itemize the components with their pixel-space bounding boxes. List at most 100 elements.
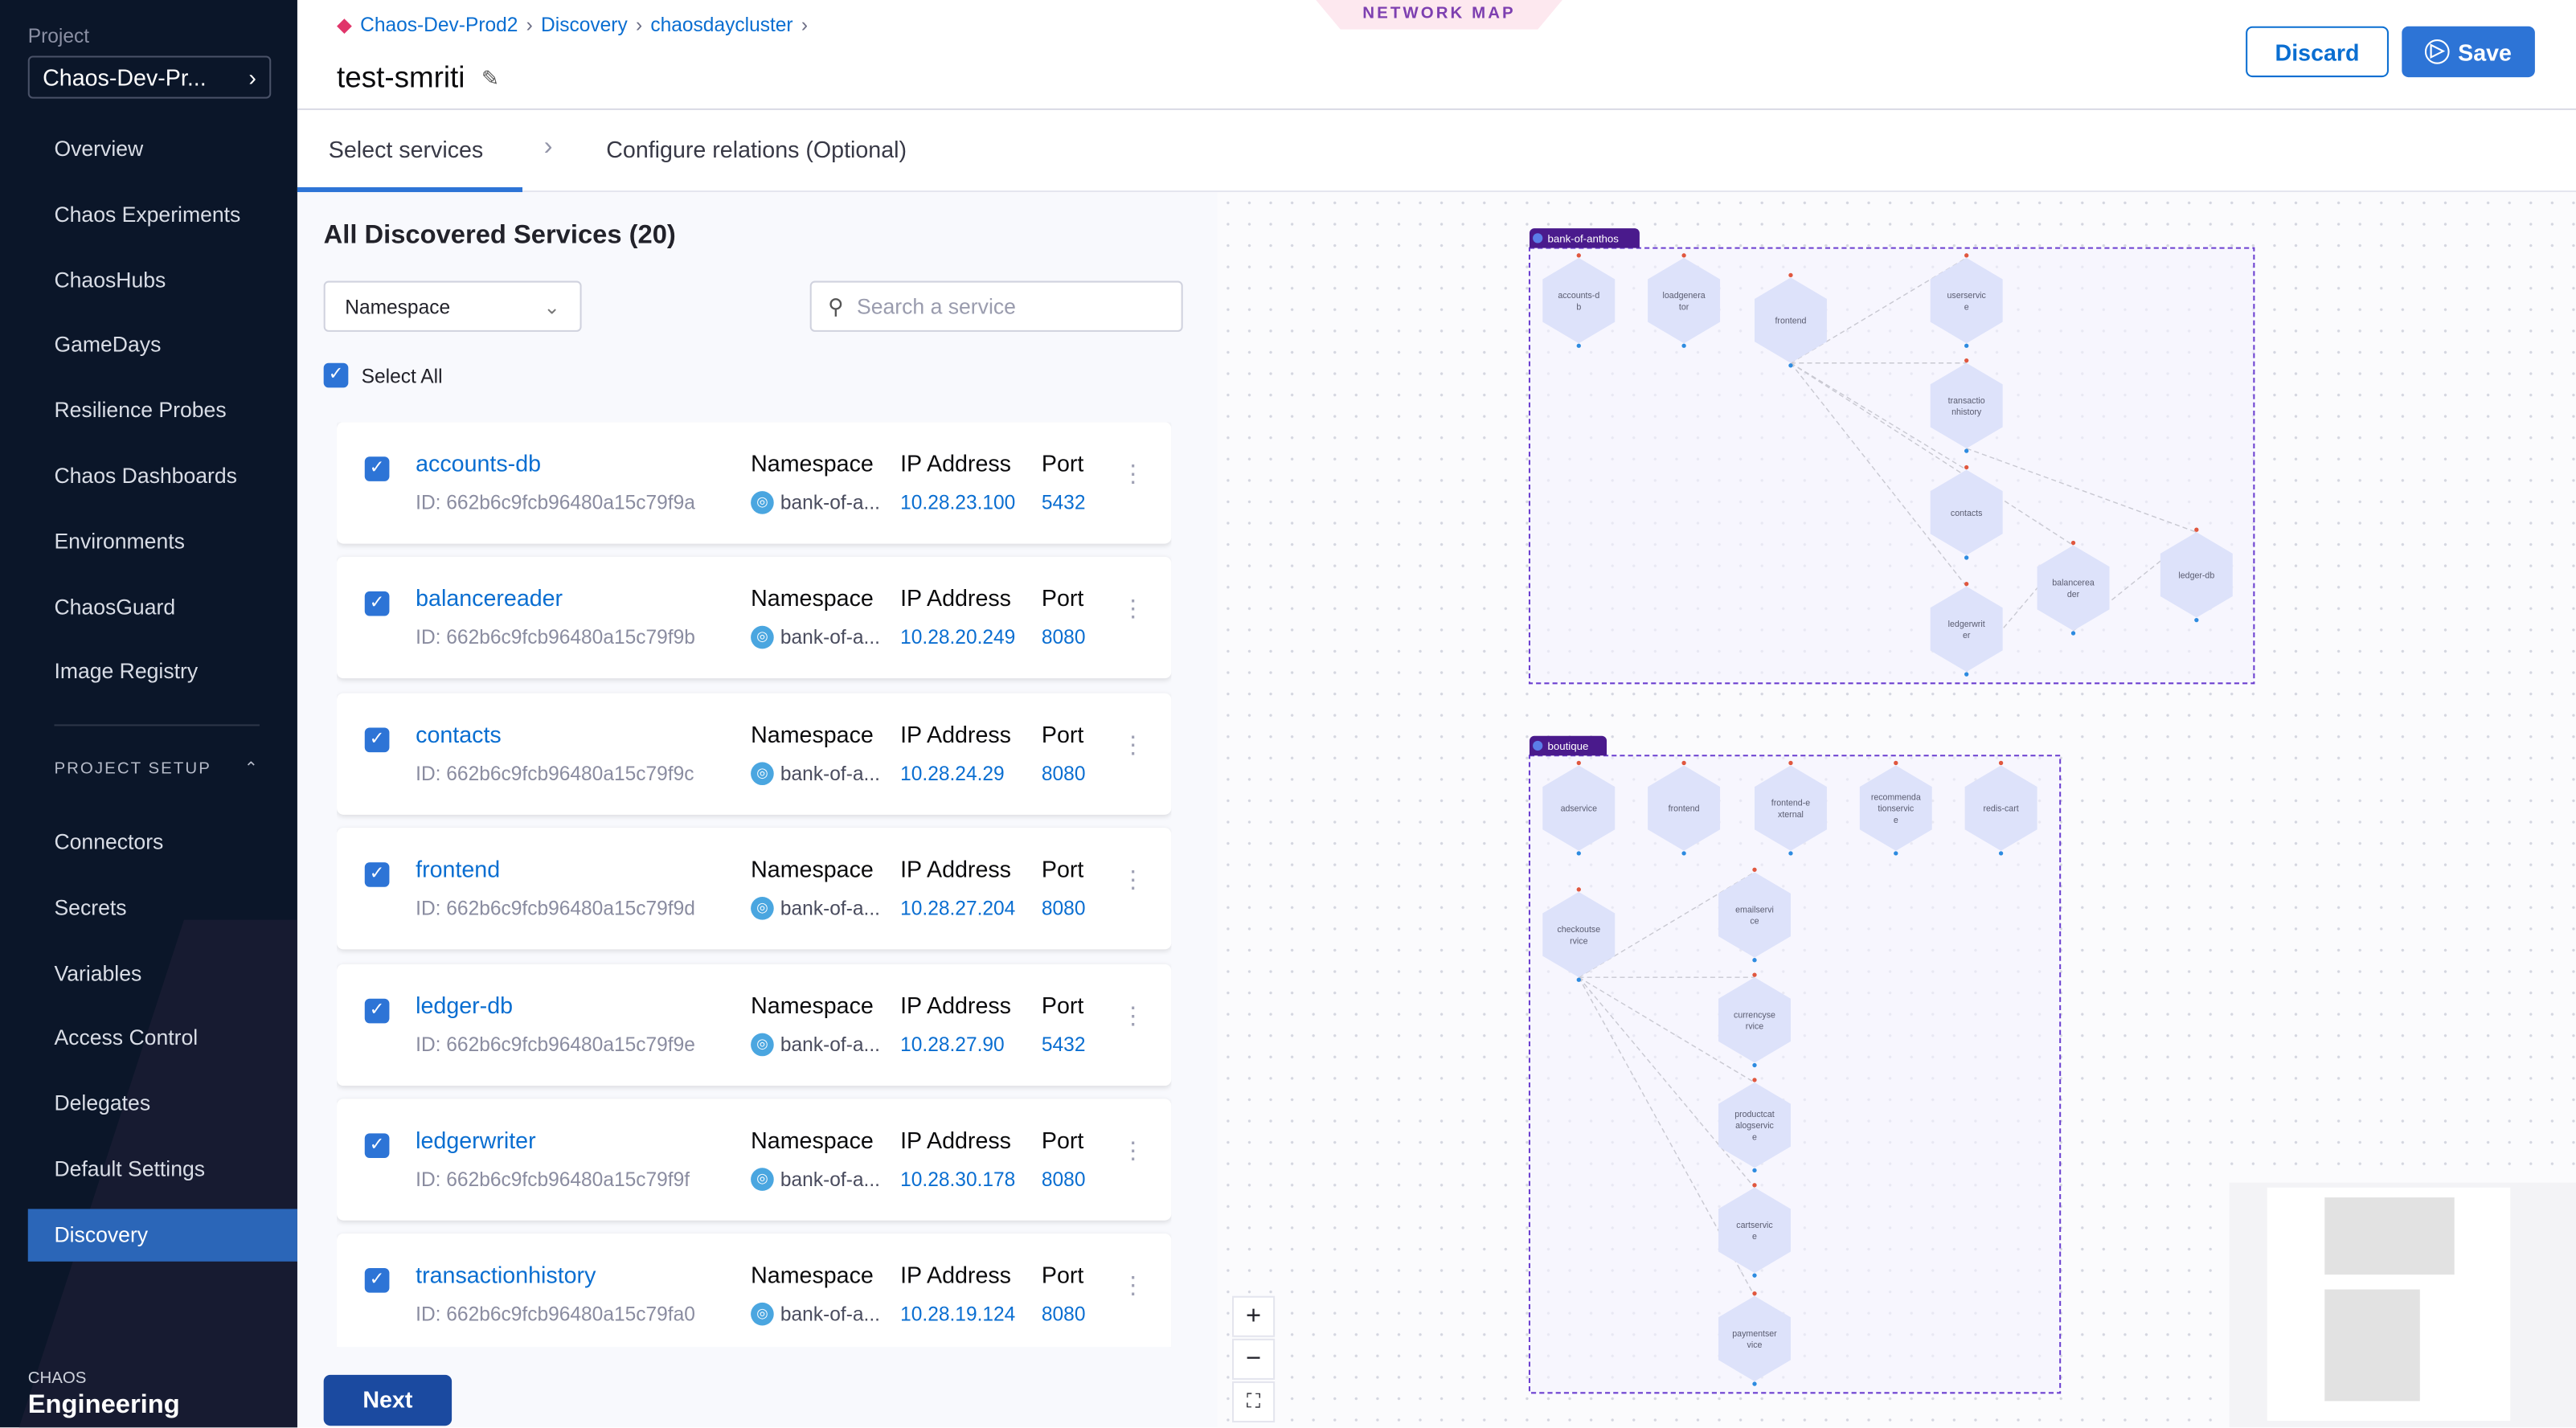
ip-value: 10.28.19.124: [900, 1303, 1016, 1327]
service-node: [1542, 257, 1616, 344]
service-id: ID: 662b6c9fcb96480a15c79f9e: [416, 1032, 695, 1056]
namespace-value: ◎ bank-of-a...: [751, 897, 880, 921]
discard-button[interactable]: Discard: [2246, 26, 2389, 78]
service-id: ID: 662b6c9fcb96480a15c79f9f: [416, 1168, 690, 1191]
service-name-link[interactable]: frontend: [416, 856, 501, 883]
service-checkbox[interactable]: ✓: [364, 1268, 390, 1294]
sidebar-item-resilience-probes[interactable]: Resilience Probes: [54, 398, 227, 423]
port-value: 5432: [1041, 1032, 1086, 1056]
minimap[interactable]: [2229, 1182, 2576, 1428]
sidebar-item-chaosguard[interactable]: ChaosGuard: [54, 594, 176, 619]
sidebar-item-overview[interactable]: Overview: [54, 136, 144, 162]
sidebar-item-gamedays[interactable]: GameDays: [54, 332, 162, 358]
more-options-icon[interactable]: · · ·: [1128, 1263, 1138, 1308]
sidebar-item-chaos-dashboards[interactable]: Chaos Dashboards: [54, 463, 237, 489]
namespace-select[interactable]: Namespace ⌄: [323, 280, 582, 332]
sidebar-item-image-registry[interactable]: Image Registry: [54, 659, 199, 685]
kubernetes-icon: [1533, 233, 1543, 243]
more-options-icon[interactable]: · · ·: [1128, 857, 1138, 902]
service-checkbox[interactable]: ✓: [364, 862, 390, 888]
namespace-header: Namespace: [751, 856, 874, 883]
services-heading: All Discovered Services (20): [323, 221, 676, 250]
fit-view-button[interactable]: ⛶: [1231, 1381, 1276, 1423]
service-node: [1859, 765, 1932, 851]
kubernetes-icon: ◎: [751, 1303, 774, 1327]
service-checkbox[interactable]: ✓: [364, 456, 390, 481]
relation-edge: [1578, 976, 1755, 1297]
more-options-icon[interactable]: · · ·: [1128, 452, 1138, 497]
node-input-handle: [1752, 867, 1757, 872]
minimap-group: [2324, 1197, 2455, 1275]
service-node: [1718, 1082, 1791, 1168]
node-label: ledgerwrit er: [1948, 620, 1985, 640]
breadcrumb-link[interactable]: chaosdaycluster: [650, 13, 793, 36]
service-checkbox[interactable]: ✓: [364, 997, 390, 1023]
node-output-handle: [1964, 672, 1969, 677]
relation-edge: [1790, 362, 1968, 587]
more-options-icon[interactable]: · · ·: [1128, 1128, 1138, 1173]
node-label: accounts-d b: [1558, 291, 1599, 312]
sidebar-item-access-control[interactable]: Access Control: [54, 1025, 199, 1050]
sidebar-item-chaoshubs[interactable]: ChaosHubs: [54, 267, 166, 293]
sidebar: Project Chaos-Dev-Pr... › Overview Chaos E…: [0, 0, 297, 1428]
project-selector[interactable]: Chaos-Dev-Pr... ›: [27, 55, 272, 99]
relation-edge: [1790, 362, 1968, 471]
service-card: ✓ contacts ID: 662b6c9fcb96480a15c79f9c …: [337, 693, 1172, 815]
node-output-handle: [2070, 631, 2076, 636]
select-all-checkbox[interactable]: ✓ Select All: [323, 362, 443, 388]
namespace-header: Namespace: [751, 720, 874, 747]
node-input-handle: [1576, 253, 1581, 258]
ip-header: IP Address: [900, 585, 1011, 612]
service-name-link[interactable]: accounts-db: [416, 450, 542, 477]
service-name-link[interactable]: contacts: [416, 720, 502, 747]
next-button[interactable]: Next: [323, 1374, 453, 1426]
namespace-value: ◎ bank-of-a...: [751, 1168, 880, 1191]
tab-select-services[interactable]: Select services: [328, 136, 484, 163]
tab-configure-relations[interactable]: Configure relations (Optional): [606, 136, 907, 163]
sidebar-item-chaos-experiments[interactable]: Chaos Experiments: [54, 201, 241, 227]
kubernetes-icon: ◎: [751, 897, 774, 921]
service-checkbox[interactable]: ✓: [364, 1133, 390, 1159]
service-checkbox[interactable]: ✓: [364, 591, 390, 617]
port-header: Port: [1041, 450, 1084, 477]
service-node: [1718, 1295, 1791, 1382]
sidebar-item-delegates[interactable]: Delegates: [54, 1090, 151, 1116]
sidebar-item-connectors[interactable]: Connectors: [54, 829, 164, 854]
project-setup-toggle[interactable]: PROJECT SETUP ⌃: [54, 760, 260, 778]
save-button[interactable]: ▷ Save: [2402, 26, 2535, 78]
port-value: 8080: [1041, 897, 1086, 921]
node-label: frontend: [1775, 317, 1806, 326]
service-card: ✓ frontend ID: 662b6c9fcb96480a15c79f9d …: [337, 828, 1172, 950]
pencil-icon[interactable]: ✎: [481, 64, 500, 90]
more-options-icon[interactable]: · · ·: [1128, 722, 1138, 767]
sidebar-item-discovery[interactable]: Discovery: [27, 1208, 297, 1262]
service-checkbox[interactable]: ✓: [364, 727, 390, 752]
zoom-in-button[interactable]: +: [1231, 1295, 1276, 1337]
service-name-link[interactable]: transactionhistory: [416, 1262, 596, 1289]
namespace-text: bank-of-a...: [780, 491, 880, 514]
zoom-out-button[interactable]: −: [1231, 1338, 1276, 1380]
service-name-link[interactable]: ledgerwriter: [416, 1127, 536, 1153]
node-label: recommenda tionservic e: [1871, 792, 1921, 825]
namespace-header: Namespace: [751, 991, 874, 1018]
namespace-tab: [1529, 228, 1640, 248]
breadcrumb-link[interactable]: Chaos-Dev-Prod2: [360, 13, 518, 36]
search-input[interactable]: ⚲ Search a service: [809, 280, 1183, 332]
service-id: ID: 662b6c9fcb96480a15c79f9d: [416, 897, 695, 921]
service-id: ID: 662b6c9fcb96480a15c79f9c: [416, 762, 694, 785]
service-name-link[interactable]: ledger-db: [416, 991, 514, 1018]
more-options-icon[interactable]: · · ·: [1128, 992, 1138, 1037]
service-card: ✓ ledgerwriter ID: 662b6c9fcb96480a15c79…: [337, 1099, 1172, 1221]
sidebar-item-environments[interactable]: Environments: [54, 528, 185, 554]
select-value: Namespace: [345, 295, 451, 319]
ip-value: 10.28.20.249: [900, 626, 1016, 650]
breadcrumb-link[interactable]: Discovery: [541, 13, 628, 36]
sidebar-item-default-settings[interactable]: Default Settings: [54, 1156, 206, 1181]
namespace-text: bank-of-a...: [780, 897, 880, 921]
service-list[interactable]: ✓ accounts-db ID: 662b6c9fcb96480a15c79f…: [337, 422, 1172, 1348]
sidebar-item-variables[interactable]: Variables: [54, 960, 142, 985]
sidebar-item-secrets[interactable]: Secrets: [54, 894, 127, 920]
service-name-link[interactable]: balancereader: [416, 585, 563, 612]
node-label: currencyse rvice: [1734, 1010, 1775, 1031]
more-options-icon[interactable]: · · ·: [1128, 587, 1138, 632]
